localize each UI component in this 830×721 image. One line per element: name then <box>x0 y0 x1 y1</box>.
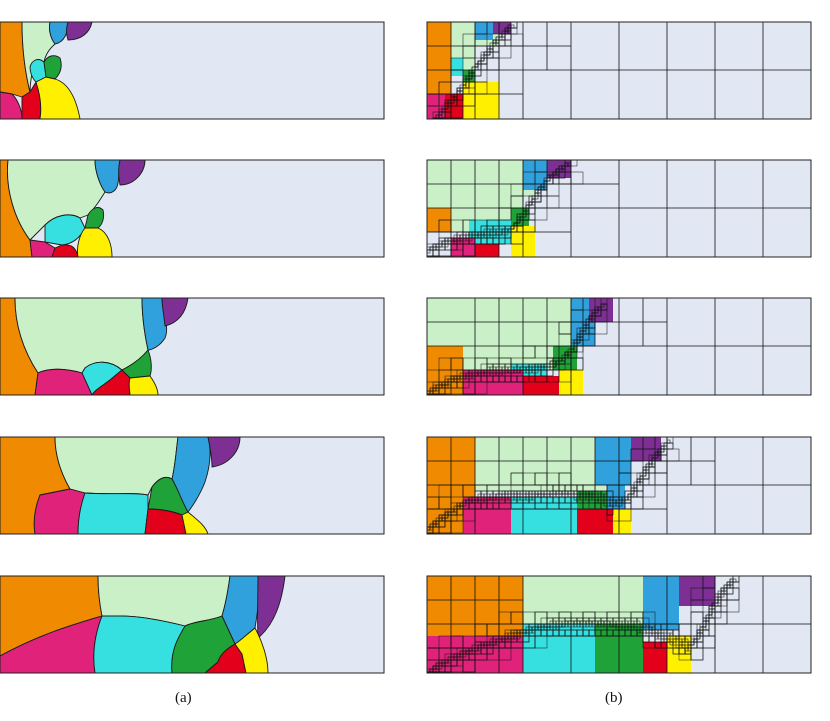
grain-cyan <box>451 58 463 76</box>
grain-cyan <box>77 492 149 534</box>
panel-b-4 <box>426 436 812 535</box>
grain-lightgreen <box>475 437 605 491</box>
grain-yellow <box>77 227 113 257</box>
panel-b-5 <box>426 575 812 674</box>
grain-yellow <box>613 509 631 534</box>
grain-column-a <box>0 21 385 674</box>
grain-red <box>577 509 613 534</box>
grain-pink <box>427 94 445 119</box>
grain-green <box>84 207 105 229</box>
grain-yellow <box>128 375 159 395</box>
panel-b-1 <box>426 21 812 120</box>
grain-purple <box>679 576 715 606</box>
grain-lightgreen <box>14 298 149 374</box>
grain-pink <box>33 488 86 534</box>
grain-yellow <box>463 82 499 119</box>
refined-mesh-band <box>427 160 584 257</box>
panel-a-2 <box>0 159 385 258</box>
grain-purple <box>66 22 93 41</box>
caption-a: (a) <box>175 690 192 706</box>
panel-a-1 <box>0 21 385 120</box>
grain-purple <box>207 437 241 468</box>
refined-mesh-band <box>427 298 608 395</box>
mesh-column-b <box>426 21 812 674</box>
panel-a-3 <box>0 297 385 396</box>
grain-green <box>43 55 62 80</box>
grain-green <box>121 349 152 379</box>
refined-mesh-band <box>427 576 740 673</box>
refined-mesh-band <box>427 22 524 119</box>
grain-lightgreen <box>427 160 535 196</box>
panel-b-2 <box>426 159 812 258</box>
grain-cyan <box>511 497 577 534</box>
panel-a-4 <box>0 436 385 535</box>
grain-red <box>523 376 559 395</box>
grain-purple <box>161 298 189 327</box>
caption-b: (b) <box>605 690 623 706</box>
grain-purple <box>118 160 146 186</box>
grain-yellow <box>234 627 269 673</box>
panel-b-3 <box>426 297 812 396</box>
panel-a-5 <box>0 575 385 674</box>
grain-pink <box>34 368 93 395</box>
grain-red <box>475 244 499 257</box>
grain-blue <box>643 576 679 630</box>
grain-blue <box>475 22 493 40</box>
refined-mesh-band <box>427 437 680 534</box>
